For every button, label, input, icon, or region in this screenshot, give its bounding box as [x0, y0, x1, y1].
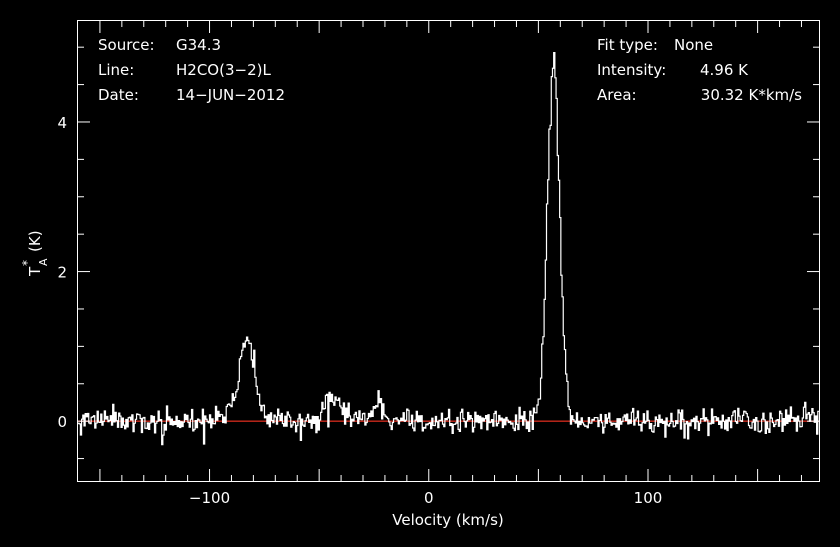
- date-value: 14−JUN−2012: [176, 86, 285, 104]
- y-axis-label: T A * (K): [20, 230, 50, 277]
- line-value: H2CO(3−2)L: [176, 61, 271, 79]
- area-value: 30.32 K*km/s: [701, 86, 802, 104]
- spectrum-line: [78, 51, 819, 446]
- y-tick-label: 2: [57, 264, 67, 282]
- source-value: G34.3: [176, 36, 221, 54]
- x-tick-label: 0: [424, 489, 434, 507]
- fit-type-label: Fit type:: [597, 36, 658, 54]
- plot-frame: [77, 20, 820, 482]
- x-tick-label: −100: [189, 489, 230, 507]
- area-label: Area:: [597, 86, 637, 104]
- date-label: Date:: [98, 86, 139, 104]
- x-axis-label: Velocity (km/s): [392, 511, 503, 529]
- y-axis-label-symbol: T: [26, 266, 44, 277]
- intensity-value: 4.96 K: [700, 61, 749, 79]
- y-tick-label: 4: [57, 114, 67, 132]
- y-tick-label: 0: [57, 413, 67, 431]
- line-label: Line:: [98, 61, 134, 79]
- x-tick-label: 100: [634, 489, 663, 507]
- y-axis-label-superscript: *: [20, 260, 34, 266]
- fit-type-value: None: [674, 36, 713, 54]
- y-axis-label-subscript: A: [37, 258, 50, 266]
- source-label: Source:: [98, 36, 155, 54]
- intensity-label: Intensity:: [597, 61, 666, 79]
- y-axis-label-unit: (K): [26, 230, 44, 252]
